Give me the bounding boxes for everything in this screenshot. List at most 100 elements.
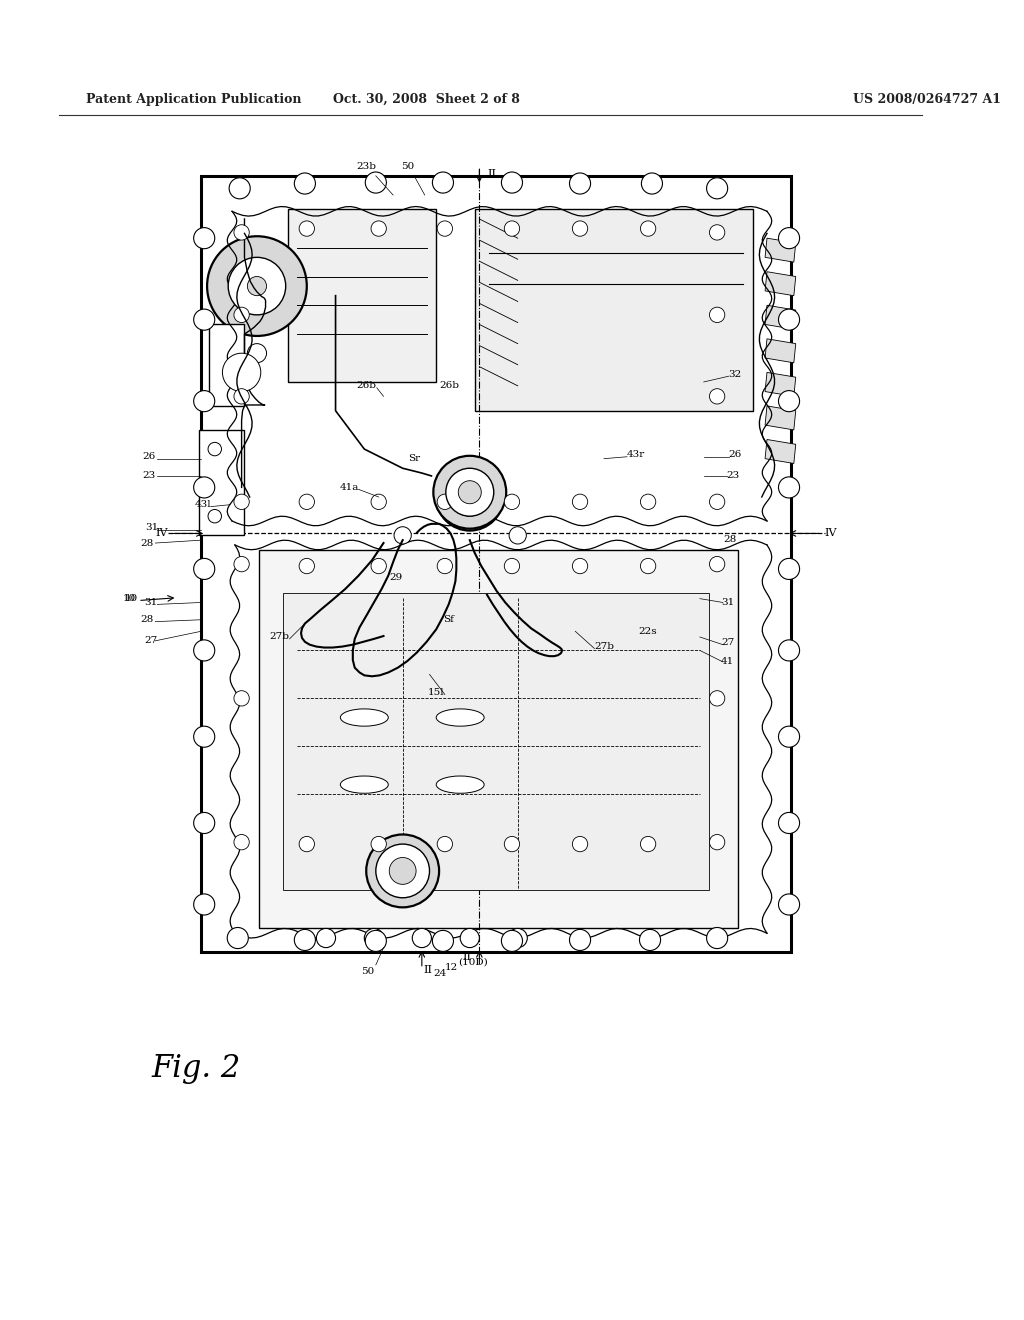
Polygon shape [765,407,796,430]
Text: Fig. 2: Fig. 2 [152,1053,241,1084]
Circle shape [640,837,655,851]
Text: 41a: 41a [339,483,358,492]
Circle shape [371,837,386,851]
Circle shape [389,858,416,884]
Circle shape [778,558,800,579]
Ellipse shape [340,776,388,793]
Polygon shape [200,430,245,536]
Text: IV: IV [824,528,837,539]
Circle shape [194,309,215,330]
Polygon shape [209,325,245,407]
Circle shape [572,558,588,574]
Circle shape [371,220,386,236]
Text: 23: 23 [142,471,156,480]
Circle shape [437,558,453,574]
Polygon shape [765,440,796,463]
Text: (10D): (10D) [459,957,488,966]
Circle shape [778,477,800,498]
Text: II: II [487,169,496,180]
Text: IV: IV [156,528,168,539]
Circle shape [778,391,800,412]
Circle shape [208,442,221,455]
Circle shape [365,928,384,948]
Circle shape [194,558,215,579]
Circle shape [778,227,800,248]
Circle shape [778,640,800,661]
Circle shape [445,469,494,516]
Text: 50: 50 [360,966,374,975]
Text: Sf: Sf [443,615,454,624]
Circle shape [228,257,286,315]
Circle shape [640,220,655,236]
Text: 43r: 43r [627,450,645,459]
Circle shape [710,557,725,572]
Text: 31: 31 [144,598,158,607]
Circle shape [504,558,519,574]
Text: 22s: 22s [639,627,657,636]
Circle shape [710,690,725,706]
Circle shape [299,494,314,510]
Circle shape [229,178,250,199]
Circle shape [509,527,526,544]
Text: 27: 27 [144,636,158,645]
Circle shape [194,640,215,661]
Text: 28: 28 [723,535,736,544]
Circle shape [233,557,249,572]
Circle shape [508,928,527,948]
Text: 27: 27 [721,639,734,647]
Polygon shape [765,372,796,396]
Circle shape [710,224,725,240]
Circle shape [437,837,453,851]
Circle shape [504,837,519,851]
Text: 41: 41 [721,657,734,667]
Circle shape [437,494,453,510]
Circle shape [371,558,386,574]
Polygon shape [288,210,436,381]
Circle shape [451,478,488,516]
Circle shape [433,455,506,528]
Text: 43l: 43l [195,500,211,510]
Circle shape [233,834,249,850]
Circle shape [778,894,800,915]
Circle shape [778,726,800,747]
Circle shape [572,220,588,236]
Text: US 2008/0264727 A1: US 2008/0264727 A1 [853,92,1001,106]
Circle shape [248,343,266,363]
Circle shape [436,463,504,531]
Circle shape [294,173,315,194]
Circle shape [376,843,429,898]
Circle shape [294,929,315,950]
Text: 10: 10 [125,594,138,603]
Circle shape [233,388,249,404]
Circle shape [233,690,249,706]
Circle shape [208,510,221,523]
Circle shape [710,388,725,404]
Circle shape [707,178,728,199]
Circle shape [778,309,800,330]
Text: 24: 24 [433,969,446,978]
Text: 50: 50 [401,162,414,172]
Circle shape [194,726,215,747]
Circle shape [194,894,215,915]
Circle shape [194,227,215,248]
Text: 27b: 27b [594,642,614,651]
Text: 12: 12 [444,964,458,972]
Circle shape [502,931,522,952]
Text: 31: 31 [145,523,158,532]
Circle shape [394,527,412,544]
Polygon shape [474,210,753,411]
Circle shape [194,477,215,498]
Text: 26b: 26b [356,381,377,391]
Circle shape [502,172,522,193]
Text: 23b: 23b [355,162,376,172]
Circle shape [707,928,728,949]
Circle shape [299,558,314,574]
Circle shape [233,224,249,240]
Polygon shape [765,305,796,329]
Circle shape [222,354,261,392]
Circle shape [459,480,481,504]
Circle shape [371,494,386,510]
Polygon shape [765,238,796,263]
Text: 28: 28 [140,539,154,548]
Ellipse shape [436,709,484,726]
